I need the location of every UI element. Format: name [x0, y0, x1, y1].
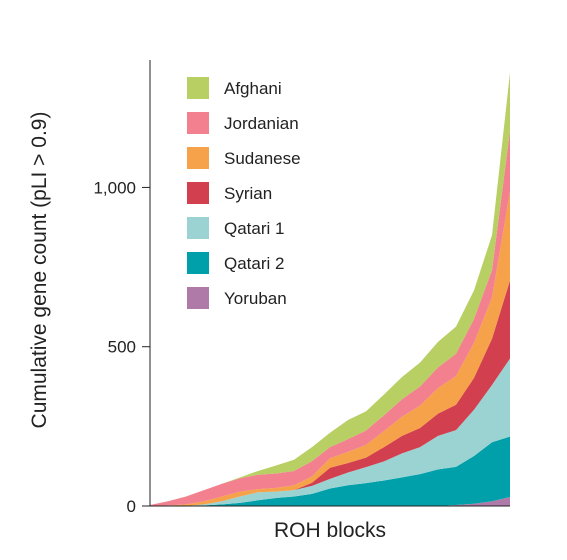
- area-qatari-2: [150, 436, 510, 506]
- legend-label-qatari-1: Qatari 1: [224, 219, 284, 238]
- area-series-group: [150, 72, 510, 507]
- legend-label-sudanese: Sudanese: [224, 149, 301, 168]
- legend-label-qatari-2: Qatari 2: [224, 254, 284, 273]
- legend-label-syrian: Syrian: [224, 184, 272, 203]
- y-tick-label: 0: [127, 497, 136, 516]
- legend-swatch-sudanese: [187, 147, 209, 169]
- legend-swatch-afghani: [187, 77, 209, 99]
- y-axis-ticks: 0 500 1,000: [93, 178, 150, 516]
- y-axis-title: Cumulative gene count (pLI > 0.9): [28, 112, 51, 429]
- legend-label-yoruban: Yoruban: [224, 289, 287, 308]
- area-qatari-1: [150, 358, 510, 506]
- legend-label-jordanian: Jordanian: [224, 114, 299, 133]
- legend-swatch-qatari-1: [187, 217, 209, 239]
- y-tick-label: 500: [108, 338, 136, 357]
- y-tick-label: 1,000: [93, 178, 136, 197]
- legend: Afghani Jordanian Sudanese Syrian Qatari 1 Qa…: [187, 77, 301, 309]
- legend-swatch-qatari-2: [187, 252, 209, 274]
- legend-swatch-syrian: [187, 182, 209, 204]
- legend-label-afghani: Afghani: [224, 79, 282, 98]
- area-sudanese: [150, 191, 510, 506]
- legend-swatch-yoruban: [187, 287, 209, 309]
- area-yoruban: [150, 497, 510, 506]
- x-axis-title: ROH blocks: [274, 519, 386, 542]
- legend-swatch-jordanian: [187, 112, 209, 134]
